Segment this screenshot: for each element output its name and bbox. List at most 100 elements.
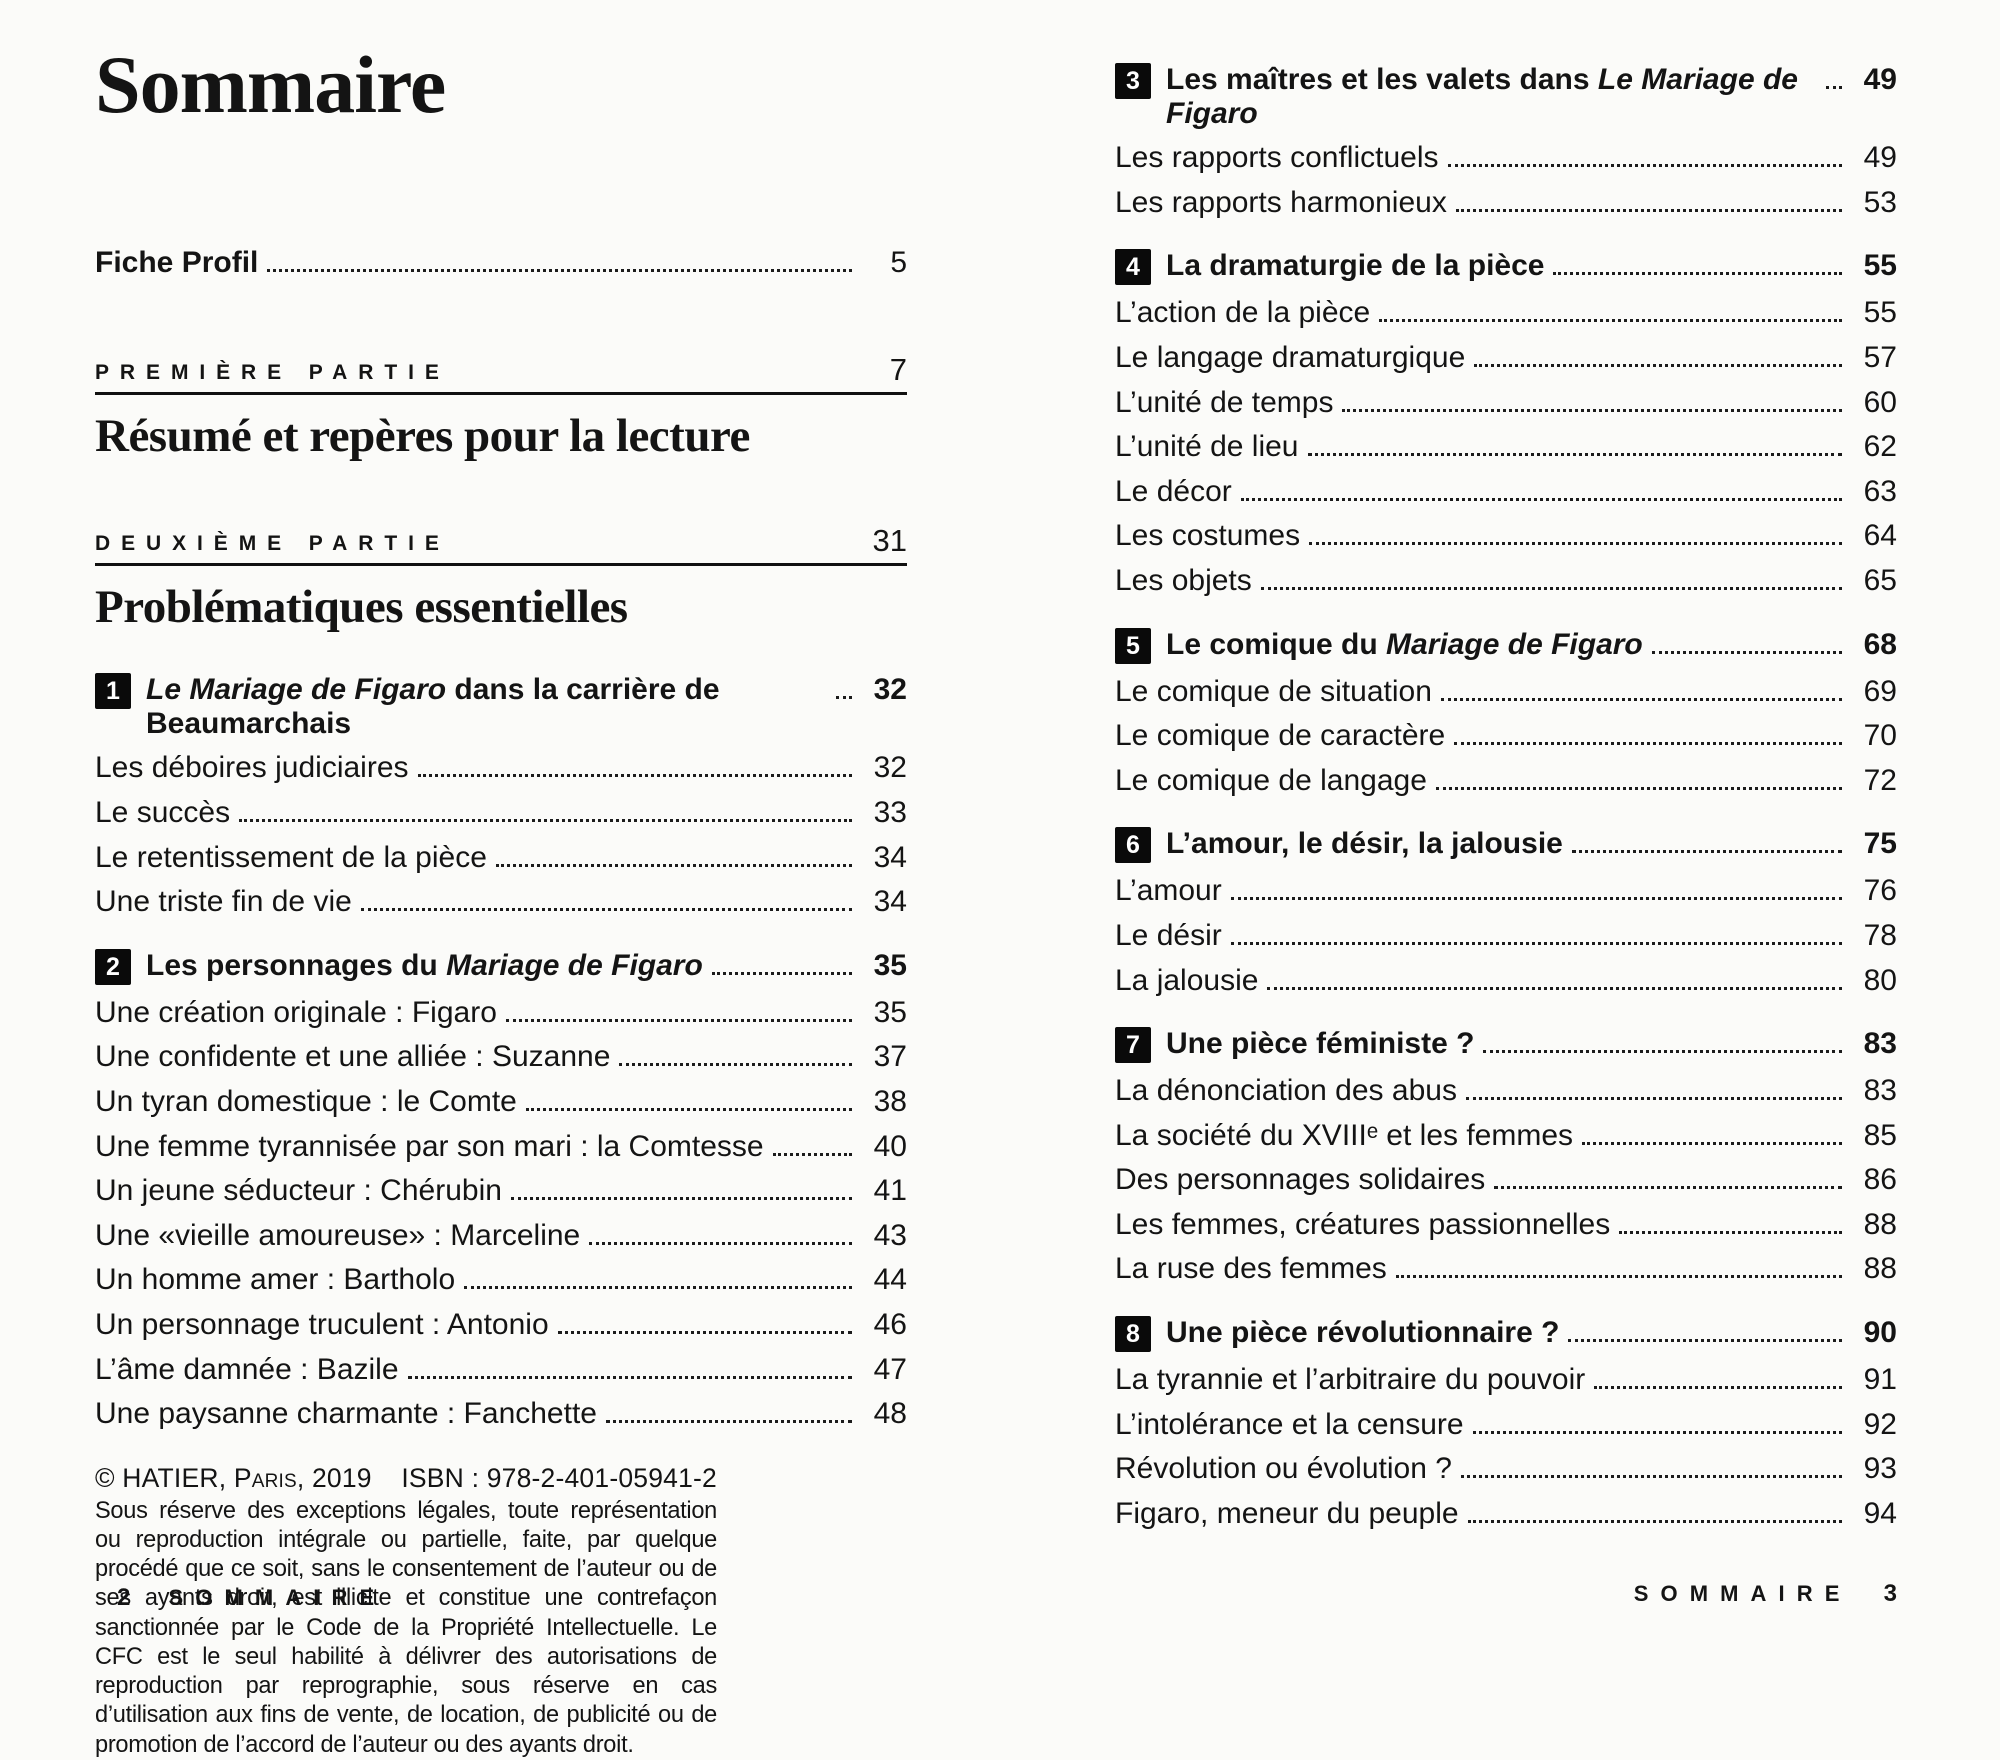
- toc-entry-label: Fiche Profil: [95, 246, 259, 280]
- toc-entry: Les costumes 64: [1115, 519, 1897, 553]
- toc-entry-label: Un jeune séducteur : Chérubin: [95, 1174, 502, 1208]
- toc-entry-label: Un personnage truculent : Antonio: [95, 1307, 549, 1341]
- page-number: 69: [1863, 674, 1897, 708]
- dotted-leader: [407, 1375, 852, 1379]
- toc-entry-label: Le retentissement de la pièce: [95, 840, 487, 874]
- section-title-segment: Une pièce féministe ?: [1166, 1027, 1475, 1061]
- toc-section: 5 Le comique du Mariage de Figaro 68 Le com…: [1115, 627, 1897, 798]
- section-title: L’amour, le désir, la jalousie: [1166, 827, 1563, 861]
- page-number: 37: [873, 1040, 907, 1074]
- page-number: 35: [873, 995, 907, 1029]
- toc-entry-label: Une confidente et une alliée : Suzanne: [95, 1040, 611, 1074]
- dotted-leader: [1395, 1275, 1842, 1279]
- dotted-leader: [239, 818, 852, 822]
- toc-entry-label: La jalousie: [1115, 963, 1259, 997]
- dotted-leader: [557, 1330, 852, 1334]
- page-number: 75: [1863, 827, 1897, 861]
- section-title-segment: L’amour, le désir, la jalousie: [1166, 827, 1563, 861]
- section-title-segment: La dramaturgie de la pièce: [1166, 249, 1545, 283]
- dotted-leader: [1651, 650, 1842, 654]
- page-number: 90: [1863, 1316, 1897, 1350]
- toc-entry: Les rapports harmonieux 53: [1115, 186, 1897, 220]
- toc-entry-label: Le comique de situation: [1115, 674, 1432, 708]
- toc-entry-label: Une triste fin de vie: [95, 885, 352, 919]
- toc-entry-label: Les déboires judiciaires: [95, 751, 409, 785]
- toc-entry: L’âme damnée : Bazile 47: [95, 1353, 907, 1387]
- part-two-title: Problématiques essentielles: [95, 581, 628, 634]
- page-number: 34: [873, 885, 907, 919]
- toc-entry: La jalousie 80: [1115, 964, 1897, 998]
- toc-entry: Le désir 78: [1115, 919, 1897, 953]
- toc-entry: La ruse des femmes 88: [1115, 1252, 1897, 1286]
- footer-label: SOMMAIRE: [168, 1585, 387, 1610]
- page-number: 91: [1863, 1363, 1897, 1397]
- page-number: 47: [873, 1352, 907, 1386]
- toc-entry: La dénonciation des abus 83: [1115, 1074, 1897, 1108]
- toc-entry-label: Une création originale : Figaro: [95, 995, 497, 1029]
- page-number: 68: [1863, 627, 1897, 661]
- dotted-leader: [1571, 850, 1842, 854]
- toc-entry-label: Les rapports conflictuels: [1115, 141, 1439, 175]
- toc-entry-label: Le langage dramaturgique: [1115, 340, 1466, 374]
- dotted-leader: [1454, 742, 1842, 746]
- section-title: Une pièce révolutionnaire ?: [1166, 1316, 1559, 1350]
- page-number: 93: [1863, 1452, 1897, 1486]
- legal-notice: Sous réserve des exceptions légales, tou…: [95, 1497, 717, 1758]
- section-title-segment: Une pièce révolutionnaire ?: [1166, 1316, 1560, 1350]
- section-number-badge: 3: [1115, 63, 1151, 99]
- page-number: 88: [1863, 1252, 1897, 1286]
- toc-section: 3 Les maîtres et les valets dans Le Maria…: [1115, 63, 1897, 219]
- page-number: 53: [1863, 185, 1897, 219]
- page-number: 40: [873, 1129, 907, 1163]
- toc-entry: Les femmes, créatures passionnelles 88: [1115, 1208, 1897, 1242]
- page-number: 55: [1863, 296, 1897, 330]
- dotted-leader: [1435, 786, 1842, 790]
- page-number: 63: [1863, 474, 1897, 508]
- section-number-badge: 6: [1115, 827, 1151, 864]
- page-number: 32: [873, 673, 907, 707]
- page-number: 60: [1863, 385, 1897, 419]
- toc-entry-fiche-profil: Fiche Profil 5: [95, 246, 907, 280]
- section-title-segment: Les personnages du: [146, 948, 447, 982]
- toc-entry-label: Le succès: [95, 795, 231, 829]
- dotted-leader: [1582, 1141, 1842, 1145]
- toc-section: 6 L’amour, le désir, la jalousie 75 L’amour…: [1115, 827, 1897, 997]
- dotted-leader: [1447, 164, 1842, 168]
- page-number: 48: [873, 1397, 907, 1431]
- dotted-leader: [711, 971, 852, 975]
- toc-entry-label: La dénonciation des abus: [1115, 1074, 1457, 1108]
- page-number: 34: [873, 840, 907, 874]
- toc-entry-label: La société du XVIIIᵉ et les femmes: [1115, 1118, 1574, 1152]
- dotted-leader: [1465, 1097, 1842, 1101]
- toc-entry: Le décor 63: [1115, 475, 1897, 509]
- page-number: 72: [1863, 763, 1897, 797]
- dotted-leader: [417, 774, 852, 778]
- footer-right: SOMMAIRE 3: [1115, 1580, 1897, 1608]
- page-title: Sommaire: [95, 39, 446, 130]
- page-number: 85: [1863, 1118, 1897, 1152]
- dotted-leader: [1240, 497, 1842, 501]
- page-number: 49: [1863, 141, 1897, 175]
- page-number: 46: [873, 1307, 907, 1341]
- dotted-leader: [1460, 1475, 1842, 1479]
- toc-entry: Le comique de langage 72: [1115, 764, 1897, 798]
- page-number: 83: [1863, 1027, 1897, 1061]
- page-number: 78: [1863, 918, 1897, 952]
- dotted-leader: [589, 1241, 852, 1245]
- page-number: 57: [1863, 340, 1897, 374]
- page-number: 43: [873, 1218, 907, 1252]
- dotted-leader: [619, 1063, 852, 1067]
- section-title: La dramaturgie de la pièce: [1166, 249, 1544, 283]
- toc-section: 4 La dramaturgie de la pièce 55 L’action de…: [1115, 249, 1897, 597]
- toc-entry: Un jeune séducteur : Chérubin 41: [95, 1174, 907, 1208]
- toc-entry: Le comique de situation 69: [1115, 675, 1897, 709]
- toc-entry: Les rapports conflictuels 49: [1115, 141, 1897, 175]
- part-two-page-number: 31: [872, 523, 907, 559]
- toc-entry-label: Une «vieille amoureuse» : Marceline: [95, 1218, 581, 1252]
- section-title: Le Mariage de Figaro dans la carrière de…: [146, 673, 827, 740]
- toc-entry-label: Les objets: [1115, 563, 1252, 597]
- toc-entry: Le retentissement de la pièce 34: [95, 841, 907, 875]
- toc-entry: Une «vieille amoureuse» : Marceline 43: [95, 1219, 907, 1253]
- page-number: 32: [873, 751, 907, 785]
- toc-entry: Un tyran domestique : le Comte 38: [95, 1085, 907, 1119]
